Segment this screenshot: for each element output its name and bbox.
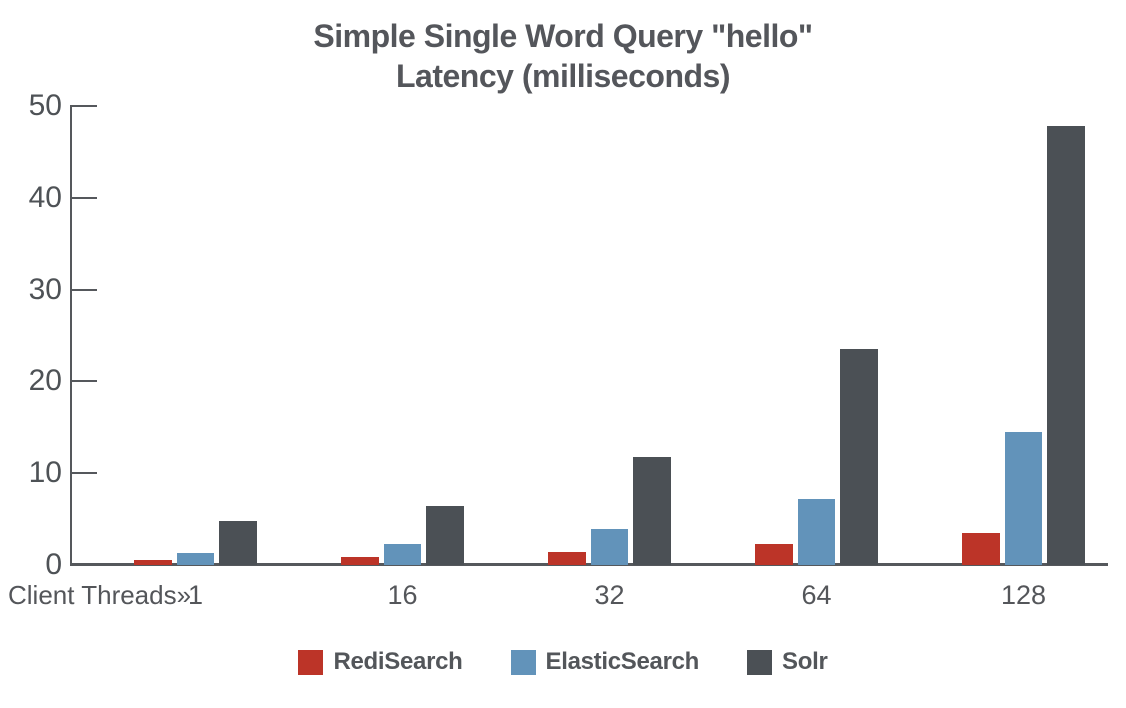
y-tick-label-30: 30 — [28, 272, 62, 306]
chart-title: Simple Single Word Query "hello" Latency… — [0, 16, 1126, 96]
x-axis-title: Client Threads» — [8, 580, 192, 610]
legend-item-redisearch: RediSearch — [298, 648, 463, 676]
bar-group-32 — [548, 106, 672, 565]
bar-elasticsearch-32 — [590, 529, 629, 565]
y-tick-label-0: 0 — [45, 548, 62, 581]
bar-solr-32 — [633, 457, 672, 565]
x-tick-label-32: 32 — [594, 580, 625, 610]
legend-swatch-elasticsearch — [510, 649, 536, 675]
bar-solr-128 — [1047, 126, 1086, 565]
x-tick-label-64: 64 — [801, 580, 832, 610]
bar-group-128 — [962, 106, 1086, 565]
bar-redisearch-16 — [341, 557, 379, 565]
y-tick-mark-10 — [71, 472, 97, 475]
bar-solr-1 — [219, 521, 258, 565]
bar-group-1 — [134, 106, 258, 565]
legend-item-solr: Solr — [747, 648, 828, 676]
bar-redisearch-1 — [134, 560, 172, 565]
bar-redisearch-64 — [755, 544, 793, 565]
legend-label-elasticsearch: ElasticSearch — [545, 648, 700, 675]
y-tick-label-50: 50 — [28, 89, 62, 122]
chart-title-line2: Latency (milliseconds) — [396, 58, 730, 94]
y-tick-label-40: 40 — [28, 180, 62, 214]
y-tick-mark-0 — [71, 564, 97, 566]
legend: RediSearch ElasticSearch Solr — [0, 648, 1126, 676]
bar-solr-16 — [426, 506, 465, 565]
y-tick-mark-50 — [71, 105, 97, 107]
bar-solr-64 — [840, 349, 879, 565]
chart-title-line1: Simple Single Word Query "hello" — [313, 18, 813, 54]
bar-elasticsearch-128 — [1004, 432, 1043, 565]
y-tick-mark-30 — [71, 288, 97, 291]
bar-redisearch-32 — [548, 552, 586, 565]
y-tick-mark-20 — [71, 380, 97, 383]
y-tick-mark-40 — [71, 196, 97, 199]
legend-label-solr: Solr — [782, 648, 828, 675]
x-tick-label-128: 128 — [1000, 580, 1047, 610]
bar-elasticsearch-64 — [797, 499, 836, 565]
bar-elasticsearch-16 — [383, 544, 422, 565]
y-tick-label-20: 20 — [28, 364, 62, 398]
bar-redisearch-128 — [962, 533, 1000, 565]
x-tick-label-16: 16 — [387, 580, 418, 610]
legend-label-redisearch: RediSearch — [333, 648, 463, 675]
legend-swatch-redisearch — [298, 649, 324, 675]
bar-group-16 — [341, 106, 465, 565]
legend-item-elasticsearch: ElasticSearch — [510, 648, 700, 676]
y-tick-label-10: 10 — [28, 456, 62, 490]
x-tick-label-1: 1 — [187, 580, 204, 610]
legend-swatch-solr — [747, 649, 773, 675]
bar-group-64 — [755, 106, 879, 565]
x-axis-baseline — [70, 563, 1108, 566]
y-axis-line — [70, 105, 72, 565]
bar-elasticsearch-1 — [176, 553, 215, 565]
